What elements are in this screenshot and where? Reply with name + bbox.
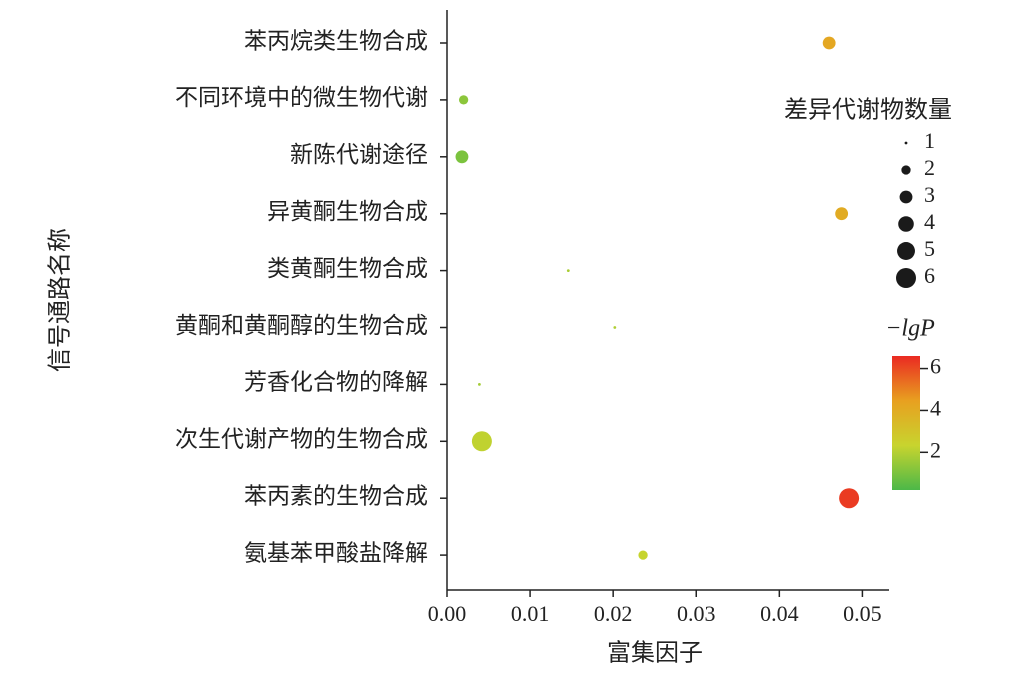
size-legend-title: 差异代谢物数量 (784, 97, 952, 124)
y-tick-label: 芳香化合物的降解 (244, 370, 428, 395)
y-tick-label: 次生代谢产物的生物合成 (175, 427, 428, 452)
x-tick-label: 0.02 (594, 601, 633, 626)
y-tick-label: 氨基苯甲酸盐降解 (244, 540, 428, 565)
x-tick-label: 0.04 (760, 601, 799, 626)
x-tick-label: 0.03 (677, 601, 716, 626)
bubble (455, 150, 469, 164)
size-legend-label: 3 (924, 182, 935, 207)
bubble (822, 36, 836, 50)
y-tick-label: 异黄酮生物合成 (267, 199, 428, 224)
size-legend-marker (898, 216, 914, 232)
x-tick-label: 0.00 (428, 601, 467, 626)
colorbar-tick-label: 2 (930, 437, 941, 462)
x-tick-label: 0.05 (843, 601, 882, 626)
y-tick-label: 苯丙素的生物合成 (244, 483, 428, 508)
bubble (478, 382, 481, 386)
size-legend-marker (904, 141, 908, 145)
size-legend-label: 4 (924, 209, 935, 234)
size-legend-label: 2 (924, 155, 935, 180)
colorbar-label: −lgP (885, 316, 935, 342)
y-tick-label: 苯丙烷类生物合成 (244, 28, 428, 53)
bubble (471, 431, 492, 452)
size-legend-marker (899, 190, 913, 204)
bubble (839, 488, 860, 509)
size-legend-marker (897, 242, 915, 260)
y-axis-label: 信号通路名称 (47, 228, 74, 372)
bubble (566, 269, 570, 273)
x-tick-label: 0.01 (511, 601, 550, 626)
y-tick-label: 新陈代谢途径 (290, 142, 428, 167)
size-legend-marker (896, 268, 916, 288)
colorbar (892, 356, 920, 490)
y-tick-label: 黄酮和黄酮醇的生物合成 (175, 313, 428, 338)
size-legend-marker (901, 165, 911, 175)
colorbar-tick-label: 6 (930, 354, 941, 379)
y-tick-label: 不同环境中的微生物代谢 (175, 85, 428, 110)
colorbar-tick-label: 4 (930, 395, 941, 420)
y-tick-label: 类黄酮生物合成 (267, 256, 428, 281)
bubble (835, 207, 849, 221)
x-axis-label: 富集因子 (607, 640, 703, 667)
size-legend-label: 5 (924, 236, 935, 261)
bubble (613, 326, 617, 329)
size-legend-label: 1 (924, 128, 935, 153)
size-legend-label: 6 (924, 263, 935, 288)
bubble (458, 95, 469, 105)
bubble (638, 550, 648, 560)
